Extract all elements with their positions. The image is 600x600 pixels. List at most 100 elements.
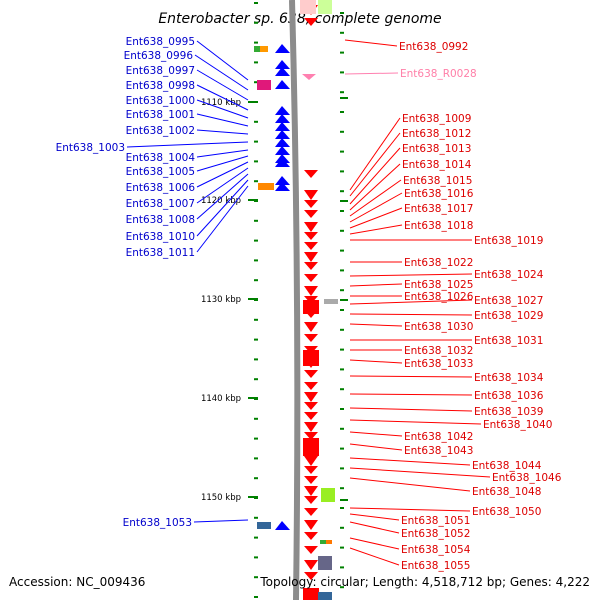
- forward-gene-arrow: [304, 466, 318, 474]
- forward-gene-arrow: [304, 210, 318, 218]
- scale-labels: 1110 kbp 1120 kbp 1130 kbp 1140 kbp 1150 kbp: [201, 98, 258, 503]
- gene-label-right: Ent638_1050: [472, 506, 541, 518]
- label-connector: [344, 72, 399, 75]
- label-connector: [196, 40, 249, 81]
- forward-gene-arrow: [304, 432, 318, 440]
- reverse-gene-arrow: [275, 60, 290, 69]
- forward-gene-arrow: [304, 262, 318, 270]
- label-connectors: [126, 39, 491, 566]
- gene-label-right: Ent638_1052: [401, 528, 470, 540]
- label-connector: [196, 69, 249, 101]
- reverse-gene-arrow: [275, 158, 290, 167]
- label-connector: [196, 173, 249, 220]
- label-connector: [349, 431, 403, 437]
- gene-label-left: Ent638_1001: [126, 109, 195, 121]
- forward-gene-arrow: [304, 274, 318, 282]
- forward-gene-arrow: [304, 572, 318, 580]
- label-connector: [349, 537, 400, 550]
- gene-label-left: Ent638_1000: [126, 95, 195, 107]
- reverse-gene-arrow: [275, 67, 290, 76]
- gene-label-right: Ent638_1027: [474, 295, 543, 307]
- gene-label-left: Ent638_0995: [126, 36, 195, 48]
- forward-gene-arrow: [304, 508, 318, 516]
- forward-gene-arrow: [304, 170, 318, 178]
- forward-gene-arrow: [304, 402, 318, 410]
- forward-gene-arrow: [304, 520, 318, 530]
- gene-label-left: Ent638_1005: [126, 166, 195, 178]
- label-connector: [349, 457, 471, 466]
- gene-label-right: Ent638_1039: [474, 406, 543, 418]
- label-connector: [196, 167, 249, 204]
- gene-label-right: Ent638_1015: [403, 175, 472, 187]
- gene-label-right: Ent638_1014: [402, 159, 472, 171]
- label-connector: [349, 375, 473, 378]
- label-connector: [196, 155, 249, 172]
- forward-gene-arrow: [304, 286, 318, 296]
- forward-gene-arrow: [304, 392, 318, 402]
- gene-label-right: Ent638_1026: [404, 291, 474, 303]
- gene-label-left: Ent638_1053: [123, 517, 192, 529]
- reverse-gene-arrow: [275, 521, 290, 530]
- label-connector: [349, 299, 473, 305]
- gene-label-right: Ent638_1018: [404, 220, 473, 232]
- label-connector: [349, 359, 403, 364]
- label-connector: [349, 163, 401, 211]
- label-connector: [196, 179, 249, 237]
- label-connector: [349, 207, 403, 229]
- gene-label-left: Ent638_0997: [126, 65, 195, 77]
- label-connector: [349, 224, 403, 235]
- gene-label-right: Ent638_1019: [474, 235, 543, 247]
- genome-backbone: [289, 0, 301, 600]
- label-connector: [193, 519, 249, 523]
- gene-label-left: Ent638_0996: [124, 50, 194, 62]
- scale-label: 1110 kbp: [201, 98, 241, 108]
- forward-gene-arrow: [304, 242, 318, 250]
- label-connector: [344, 39, 398, 47]
- gene-label-right: Ent638_1040: [483, 419, 552, 431]
- gene-label-right: Ent638_1012: [402, 128, 471, 140]
- misc-feature-block: [326, 540, 332, 544]
- scale-label: 1150 kbp: [201, 493, 241, 503]
- label-connector: [349, 443, 403, 451]
- misc-feature-block: [318, 0, 332, 14]
- label-connector: [349, 179, 402, 217]
- forward-gene-block: [303, 438, 319, 456]
- label-connector: [196, 149, 249, 158]
- topology-text: Topology: circular; Length: 4,518,712 bp…: [259, 575, 590, 589]
- misc-feature-block: [257, 522, 271, 529]
- forward-gene-block: [303, 588, 319, 600]
- forward-gene-arrow: [304, 532, 318, 540]
- gene-label-left: Ent638_1007: [126, 198, 195, 210]
- label-connector: [349, 477, 471, 492]
- misc-feature-block: [320, 540, 326, 544]
- label-connector: [349, 283, 403, 287]
- reverse-gene-arrow: [275, 146, 290, 155]
- forward-gene-arrow: [304, 546, 318, 554]
- gene-label-right: Ent638_1009: [402, 113, 471, 125]
- gene-label-left: Ent638_0998: [126, 80, 195, 92]
- gene-label-right: Ent638_1025: [404, 279, 473, 291]
- label-connector: [349, 132, 401, 197]
- gene-label-right: Ent638_1042: [404, 431, 473, 443]
- gene-label-right: Ent638_1016: [404, 188, 474, 200]
- forward-gene-arrow: [304, 18, 318, 26]
- rna-label: Ent638_R0028: [400, 68, 477, 80]
- gene-label-right: Ent638_1044: [472, 460, 542, 472]
- accession-text: Accession: NC_009436: [9, 575, 145, 589]
- forward-gene-arrow: [304, 200, 318, 208]
- rna-feature: [302, 74, 316, 80]
- gene-label-right: Ent638_1034: [474, 372, 544, 384]
- forward-gene-arrow: [304, 496, 318, 504]
- misc-feature-block: [254, 46, 260, 52]
- gene-label-right: Ent638_1051: [401, 515, 470, 527]
- gene-label-right: Ent638_1030: [404, 321, 473, 333]
- forward-gene-arrow: [304, 190, 318, 200]
- scale-label: 1130 kbp: [201, 295, 241, 305]
- forward-gene-arrow: [304, 486, 318, 496]
- gene-label-right: Ent638_1036: [474, 390, 544, 402]
- label-connector: [349, 117, 401, 191]
- label-connector: [349, 192, 403, 223]
- gene-label-right: Ent638_1033: [404, 358, 473, 370]
- gene-label-right: Ent638_1048: [472, 486, 541, 498]
